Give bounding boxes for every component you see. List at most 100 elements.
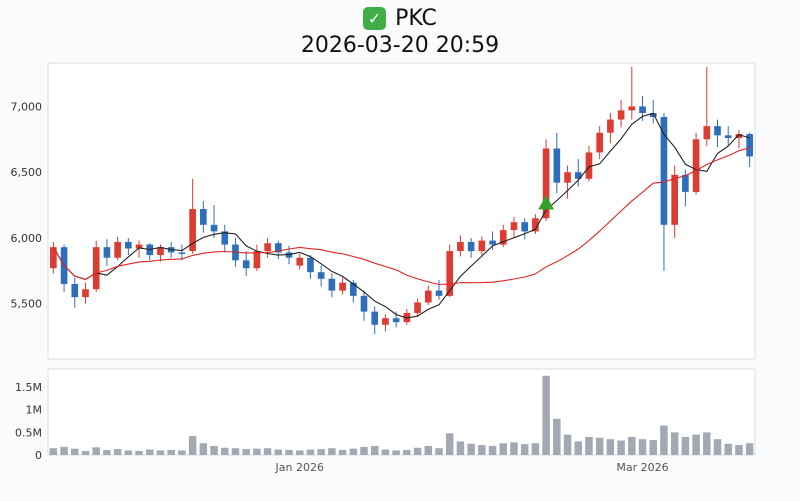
- volume-bar: [531, 443, 540, 455]
- candle-body: [457, 241, 464, 252]
- candle-body: [478, 240, 486, 252]
- volume-bar: [242, 449, 250, 455]
- volume-bar: [92, 447, 100, 455]
- volume-bar: [660, 425, 668, 455]
- volume-bar: [103, 450, 111, 455]
- candle-body: [682, 174, 689, 192]
- candle-body: [157, 247, 164, 256]
- candle-body: [50, 247, 57, 269]
- candle-body: [671, 174, 678, 225]
- candle-body: [339, 282, 346, 291]
- candle-body: [714, 126, 721, 136]
- candle-body: [521, 222, 529, 232]
- volume-bar: [713, 439, 722, 455]
- volume-bar: [231, 448, 240, 455]
- candle-body: [92, 247, 100, 290]
- volume-bar: [328, 448, 336, 455]
- volume-bar: [467, 443, 475, 455]
- candle-body: [735, 134, 743, 138]
- volume-bar: [360, 446, 368, 455]
- volume-bar: [81, 450, 90, 455]
- svg-text:Jan 2026: Jan 2026: [275, 461, 324, 474]
- candle-body: [392, 318, 400, 323]
- svg-text:5,500: 5,500: [11, 298, 43, 311]
- candle-body: [414, 302, 421, 313]
- volume-axis-labels: 0 0.5M 1M 1.5M: [15, 381, 42, 462]
- volume-bar: [563, 434, 572, 455]
- candle-body: [607, 119, 614, 133]
- volume-bar: [499, 443, 508, 455]
- candle-body: [424, 290, 432, 303]
- chart-datetime: 2026-03-20 20:59: [300, 33, 500, 58]
- volume-bar: [692, 434, 700, 455]
- candle-body: [307, 257, 314, 273]
- ma-line-ma5: [52, 112, 750, 319]
- volume-bar: [210, 445, 218, 455]
- candle-body: [189, 209, 196, 252]
- candlestick-chart: 5,500 6,000 6,500 7,000 0 0.5M 1M 1.5M Jan 2026 M…: [11, 62, 756, 474]
- volume-bar: [488, 445, 497, 455]
- candle-body: [210, 224, 218, 232]
- volume-bar: [178, 450, 186, 455]
- volume-bar: [392, 450, 400, 455]
- x-axis-labels: Jan 2026 Mar 2026: [275, 461, 669, 474]
- candle-body: [103, 247, 111, 258]
- volume-bar: [628, 436, 636, 455]
- volume-bar: [478, 445, 486, 455]
- candle-body: [649, 112, 657, 117]
- svg-text:1.5M: 1.5M: [15, 381, 42, 394]
- volume-bar: [274, 449, 283, 455]
- chart-header: ✓ PKC 2026-03-20 20:59: [0, 0, 800, 59]
- candle-body: [553, 148, 561, 183]
- volume-bar: [113, 449, 122, 455]
- volume-bar: [595, 437, 604, 455]
- candle-body: [489, 240, 496, 245]
- volume-panel: [47, 368, 756, 456]
- candle-body: [564, 172, 571, 183]
- volume-bar: [574, 441, 582, 455]
- candle-body: [746, 134, 753, 157]
- candle-body: [628, 106, 636, 111]
- svg-text:7,000: 7,000: [11, 100, 43, 113]
- volume-bar: [606, 439, 615, 455]
- volume-bar: [403, 450, 411, 455]
- candle-body: [114, 241, 121, 258]
- ma-line-ma20: [52, 147, 750, 286]
- svg-text:6,000: 6,000: [11, 232, 43, 245]
- candle-body: [360, 295, 368, 312]
- volume-bar: [703, 432, 711, 455]
- svg-text:Mar 2026: Mar 2026: [616, 461, 668, 474]
- candle-body: [574, 172, 582, 179]
- volume-bar: [253, 448, 261, 455]
- candle-body: [382, 318, 389, 325]
- volume-bar: [724, 443, 732, 455]
- volume-bar: [285, 450, 293, 455]
- candle-body: [371, 311, 379, 325]
- candle-body: [264, 243, 271, 252]
- volume-bar: [124, 450, 133, 455]
- volume-bar: [735, 445, 743, 455]
- symbol-label: PKC: [395, 6, 437, 31]
- svg-text:0.5M: 0.5M: [15, 426, 42, 439]
- candle-body: [82, 289, 89, 298]
- candle-body: [703, 126, 711, 140]
- volume-bar: [199, 443, 208, 455]
- volume-bar: [338, 450, 347, 455]
- volume-bar: [221, 447, 229, 455]
- volume-bar: [617, 440, 625, 455]
- candle-body: [242, 260, 250, 269]
- candle-body: [532, 218, 539, 232]
- volume-bar: [510, 442, 518, 455]
- volume-bar: [424, 445, 433, 455]
- volume-bar: [370, 445, 379, 455]
- candle-body: [510, 222, 518, 231]
- price-axis-labels: 5,500 6,000 6,500 7,000: [11, 100, 43, 310]
- volume-bar: [745, 443, 754, 455]
- volume-bar: [49, 448, 58, 455]
- volume-bar: [413, 447, 422, 455]
- volume-bar: [188, 435, 197, 455]
- volume-bar: [71, 448, 79, 455]
- volume-bar: [156, 450, 165, 455]
- candle-body: [71, 284, 79, 298]
